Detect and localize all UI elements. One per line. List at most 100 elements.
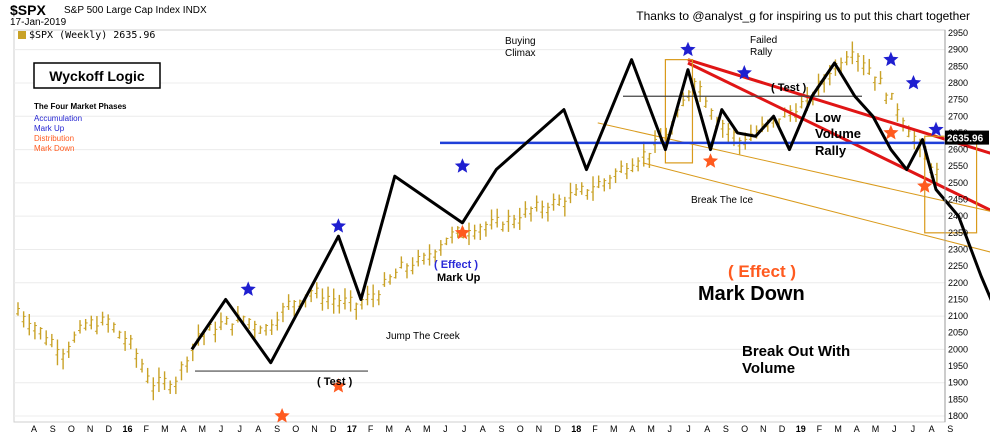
failed-rally-line2: Rally xyxy=(750,47,772,58)
trend-orange-channel-bottom xyxy=(642,162,990,253)
time-tick-label: J xyxy=(911,424,916,434)
time-tick-label: A xyxy=(480,424,486,434)
chart-title: Wyckoff Logic xyxy=(49,68,145,84)
time-tick-label: F xyxy=(143,424,149,434)
time-tick-label: A xyxy=(181,424,187,434)
schematic-line xyxy=(190,58,990,365)
test-bottom-label: ( Test ) xyxy=(317,376,353,388)
price-tick-label: 2500 xyxy=(948,178,968,188)
price-tick-label: 1800 xyxy=(948,411,968,421)
price-tick-label: 2400 xyxy=(948,211,968,221)
time-tick-label: F xyxy=(368,424,374,434)
time-tick-label: A xyxy=(255,424,261,434)
breakout-line2: Volume xyxy=(742,360,795,377)
phase-stars xyxy=(240,41,944,423)
break-the-ice-label: Break The Ice xyxy=(691,195,754,206)
phase-distribution: Distribution xyxy=(34,134,74,143)
price-tick-label: 2250 xyxy=(948,261,968,271)
price-tick-label: 2950 xyxy=(948,28,968,38)
time-tick-label: 17 xyxy=(347,424,357,434)
time-tick-label: 18 xyxy=(571,424,581,434)
time-tick-label: J xyxy=(686,424,691,434)
time-tick-label: N xyxy=(311,424,318,434)
phase-star xyxy=(274,408,290,423)
price-tick-label: 2150 xyxy=(948,294,968,304)
price-tick-label: 2550 xyxy=(948,161,968,171)
time-tick-label: O xyxy=(741,424,748,434)
phase-star xyxy=(454,224,471,240)
time-tick-label: F xyxy=(817,424,823,434)
time-tick-label: J xyxy=(462,424,467,434)
phase-star xyxy=(736,65,752,80)
schematic-path xyxy=(190,58,990,365)
climax-box xyxy=(664,59,694,164)
time-tick-label: O xyxy=(517,424,524,434)
time-tick-label: J xyxy=(219,424,224,434)
price-tick-label: 2050 xyxy=(948,328,968,338)
time-tick-label: M xyxy=(199,424,207,434)
price-tick-label: 2200 xyxy=(948,278,968,288)
trend-orange-channel-top xyxy=(597,122,990,212)
phase-mark-down: Mark Down xyxy=(34,144,74,153)
time-tick-label: M xyxy=(161,424,169,434)
time-tick-label: S xyxy=(723,424,729,434)
time-tick-label: 19 xyxy=(796,424,806,434)
price-tick-label: 1850 xyxy=(948,394,968,404)
phase-star xyxy=(330,378,346,393)
price-tick-label: 1900 xyxy=(948,378,968,388)
price-tick-label: 2900 xyxy=(948,45,968,55)
time-tick-label: J xyxy=(443,424,448,434)
phase-star xyxy=(240,281,256,296)
time-tick-label: A xyxy=(929,424,935,434)
trend-lines xyxy=(597,58,990,253)
low-volume-line1: Low xyxy=(815,110,842,125)
phase-star xyxy=(680,41,696,57)
time-tick-label: N xyxy=(87,424,94,434)
low-volume-line3: Rally xyxy=(815,143,847,158)
time-tick-label: D xyxy=(554,424,561,434)
time-tick-label: A xyxy=(405,424,411,434)
time-tick-label: O xyxy=(292,424,299,434)
low-volume-line2: Volume xyxy=(815,126,861,141)
wyckoff-title-box xyxy=(33,62,161,89)
mark-down-label: Mark Down xyxy=(698,283,805,305)
mark-up-label: Mark Up xyxy=(437,272,481,284)
test-top-label: ( Test ) xyxy=(771,82,807,94)
series-legend: $SPX (Weekly) 2635.96 xyxy=(18,30,155,41)
effect-small-label: ( Effect ) xyxy=(434,259,478,271)
time-tick-label: J xyxy=(892,424,897,434)
time-tick-label: A xyxy=(31,424,37,434)
ticker-description: S&P 500 Large Cap Index INDX xyxy=(64,5,207,16)
price-tick-label: 2450 xyxy=(948,195,968,205)
time-tick-label: A xyxy=(854,424,860,434)
legend-swatch xyxy=(18,31,26,39)
price-tick-label: 2100 xyxy=(948,311,968,321)
time-tick-label: M xyxy=(610,424,618,434)
time-tick-label: M xyxy=(386,424,394,434)
time-tick-label: 16 xyxy=(122,424,132,434)
effect-big-label: ( Effect ) xyxy=(728,262,796,281)
phase-star xyxy=(883,51,899,67)
time-tick-label: S xyxy=(274,424,280,434)
time-tick-label: D xyxy=(106,424,113,434)
time-tick-label: M xyxy=(647,424,655,434)
failed-rally-line1: Failed xyxy=(750,35,777,46)
phase-star xyxy=(905,75,922,90)
phase-star xyxy=(917,178,933,193)
price-tick-label: 2800 xyxy=(948,78,968,88)
current-price-tag xyxy=(945,130,989,145)
time-tick-label: N xyxy=(760,424,767,434)
phase-star xyxy=(330,218,346,233)
chart-date: 17-Jan-2019 xyxy=(10,17,67,28)
time-tick-label: D xyxy=(779,424,786,434)
phase-mark-up: Mark Up xyxy=(34,124,65,133)
time-tick-label: M xyxy=(872,424,880,434)
current-price-label: 2635.96 xyxy=(947,134,984,145)
buying-climax-line2: Climax xyxy=(505,48,536,59)
legend-text: $SPX (Weekly) 2635.96 xyxy=(29,30,156,41)
phase-star xyxy=(928,121,944,137)
time-tick-label: D xyxy=(330,424,337,434)
time-tick-label: N xyxy=(536,424,543,434)
price-tick-label: 2350 xyxy=(948,228,968,238)
price-tick-label: 2750 xyxy=(948,95,968,105)
